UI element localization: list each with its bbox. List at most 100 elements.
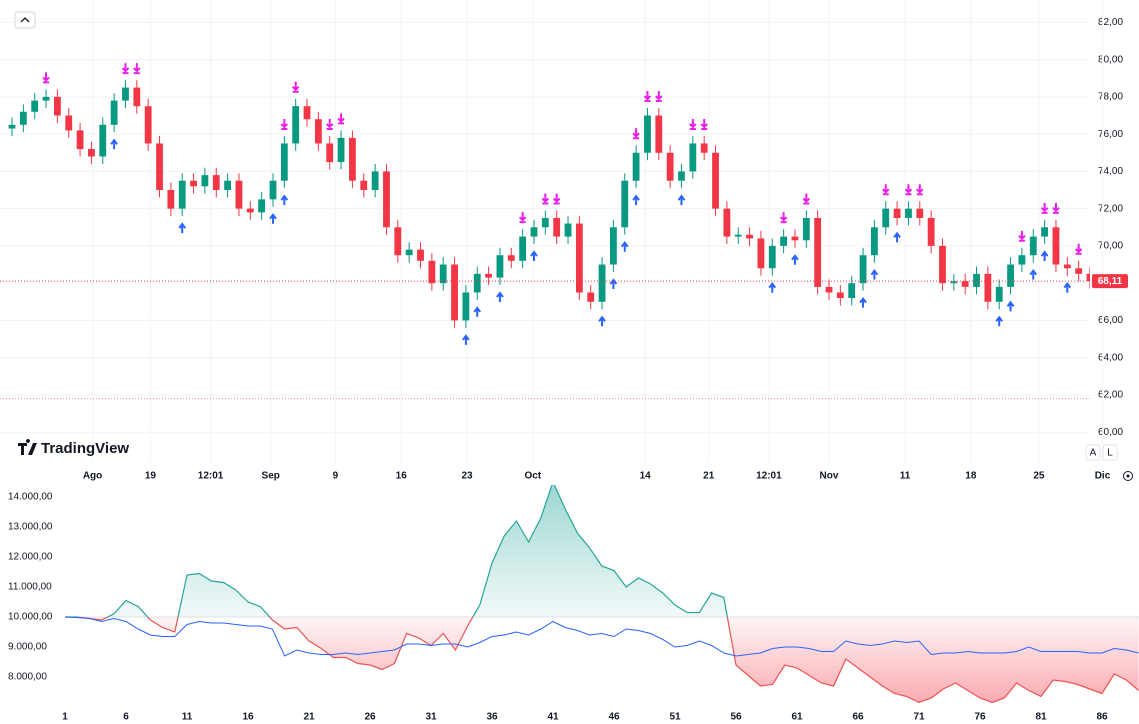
candle-body — [496, 255, 504, 278]
x-tick-label: 11 — [900, 471, 911, 482]
x-tick-label: 18 — [965, 471, 977, 482]
buy-signal — [632, 194, 640, 206]
buy-signal — [110, 138, 118, 150]
candle-body — [553, 217, 561, 237]
auto-button[interactable] — [1085, 444, 1101, 461]
x-tick-label: 1 — [62, 712, 68, 723]
button-frame[interactable] — [14, 11, 36, 29]
candle-body — [394, 227, 402, 256]
sell-signal — [904, 184, 913, 196]
settings-icon[interactable] — [1123, 471, 1133, 481]
y-tick-label: 72,00 — [1098, 203, 1123, 214]
candle-body — [167, 190, 175, 209]
candle-body — [973, 273, 980, 287]
last-price-box — [1092, 274, 1128, 289]
x-tick-label: Ago — [83, 471, 102, 482]
y-tick-label: 82,00 — [1098, 17, 1123, 28]
candle-body — [1018, 255, 1026, 265]
candle-body — [280, 143, 288, 181]
y-tick-label: 70,00 — [1098, 241, 1123, 252]
candle-body — [780, 236, 788, 246]
sell-signal — [655, 91, 663, 103]
candle-body — [768, 245, 776, 269]
candle-body — [360, 180, 368, 191]
candle-body — [326, 143, 334, 163]
x-tick-label: 61 — [791, 712, 803, 723]
sell-signal — [1040, 202, 1049, 214]
log-button[interactable] — [1102, 444, 1118, 461]
buy-signal — [995, 315, 1004, 327]
candle-body — [882, 208, 890, 228]
candle-body — [916, 208, 924, 218]
collapse-button[interactable] — [14, 11, 36, 29]
candle-body — [31, 100, 39, 112]
chevron-icon — [20, 17, 30, 23]
candle-body — [8, 124, 16, 129]
candle-body — [269, 180, 277, 200]
y-tick-label: 10.000,00 — [8, 612, 53, 623]
scale-buttons: A L — [1085, 444, 1133, 481]
candle-body — [417, 249, 424, 261]
sell-signal — [802, 193, 811, 205]
buy-signal — [269, 213, 277, 224]
candle-body — [984, 273, 992, 302]
x-tick-label: 19 — [145, 471, 157, 482]
sell-signal — [518, 212, 527, 224]
y-tick-label: 9.000,00 — [8, 642, 47, 653]
y-tick-label: 11.000,00 — [8, 582, 52, 593]
sell-signal — [1074, 243, 1083, 255]
candle-body — [76, 130, 84, 150]
x-tick-label: 36 — [486, 712, 498, 723]
candle-body — [144, 106, 152, 144]
x-tick-label: 16 — [396, 471, 408, 482]
sell-signal — [121, 63, 130, 75]
buy-signal — [1063, 282, 1072, 293]
candle-body — [190, 180, 197, 187]
x-tick-label: 86 — [1096, 712, 1108, 723]
candle-body — [587, 292, 595, 302]
auto-label: A — [1090, 448, 1097, 459]
y-tick-label: 78,00 — [1098, 92, 1123, 103]
x-tick-label: 25 — [1033, 471, 1045, 482]
buy-signal — [1029, 269, 1038, 280]
x-tick-label: 81 — [1035, 712, 1047, 723]
plot — [64, 485, 1139, 704]
candle-body — [632, 152, 640, 181]
candle-body — [1075, 268, 1083, 274]
y-tick-label: 13.000,00 — [8, 522, 53, 533]
sell-signal — [632, 128, 640, 140]
x-tick-label: 26 — [364, 712, 376, 723]
candle-body — [700, 143, 708, 153]
buy-signal — [859, 296, 867, 308]
candle-body — [723, 208, 731, 237]
candle-body — [564, 223, 572, 237]
candle-body — [825, 286, 833, 293]
x-tick-label: Oct — [525, 471, 542, 482]
loss-area — [65, 617, 1139, 703]
candle-body — [1052, 227, 1060, 265]
candle-body — [712, 152, 719, 209]
candle-body — [893, 208, 901, 218]
sell-signal — [689, 118, 697, 130]
price-chart: 60,0062,0064,0066,0068,0070,0072,0074,00… — [0, 0, 1128, 482]
candle-body — [621, 180, 629, 228]
sell-signal — [1018, 230, 1026, 242]
candle-body — [905, 208, 912, 218]
candle-body — [519, 236, 527, 261]
candle-body — [530, 227, 538, 237]
candle-body — [371, 171, 379, 191]
buy-signal — [1040, 250, 1049, 262]
y-tick-label: 76,00 — [1098, 129, 1123, 140]
candle-body — [246, 208, 254, 213]
y-tick-label: 62,00 — [1098, 390, 1123, 401]
candle-body — [303, 106, 311, 120]
x-tick-label: 76 — [974, 712, 986, 723]
log-label: L — [1107, 448, 1113, 459]
candle-body — [19, 111, 27, 125]
buy-signal — [893, 231, 901, 243]
buy-signal — [620, 241, 629, 252]
candle-body — [610, 227, 617, 265]
candle-body — [848, 283, 856, 299]
candle-body — [53, 96, 61, 116]
